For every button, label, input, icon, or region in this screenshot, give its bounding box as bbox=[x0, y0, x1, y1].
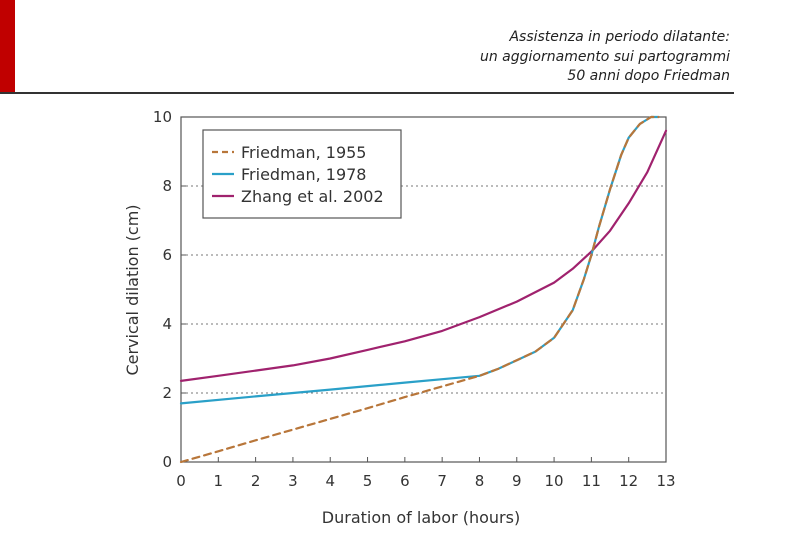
header-divider bbox=[0, 92, 734, 94]
plot-frame bbox=[180, 116, 667, 463]
legend-label-friedman-1955: Friedman, 1955 bbox=[241, 143, 366, 162]
y-tick-label-2: 2 bbox=[162, 384, 172, 402]
accent-bar bbox=[0, 0, 15, 93]
x-tick-label-3: 3 bbox=[288, 472, 298, 490]
y-tick-label-6: 6 bbox=[162, 246, 172, 264]
series-line-friedman-1955 bbox=[179, 115, 660, 464]
y-tick-label-4: 4 bbox=[162, 315, 172, 333]
legend-box bbox=[202, 129, 402, 219]
slide-title-line-3: 50 anni dopo Friedman bbox=[567, 68, 730, 84]
slide-title-line-2: un aggiornamento sui partogrammi bbox=[479, 48, 730, 65]
slide-title-line-1: Assistenza in periodo dilatante: bbox=[509, 29, 730, 45]
legend: Friedman, 1955 Friedman, 1978 Zhang et a… bbox=[202, 129, 402, 219]
x-tick-label-0: 0 bbox=[176, 472, 186, 490]
x-tick-label-6: 6 bbox=[400, 472, 410, 490]
y-axis-ticks: 0 2 4 6 8 10 bbox=[153, 108, 186, 471]
y-tick-label-10: 10 bbox=[153, 108, 172, 126]
x-tick-label-5: 5 bbox=[363, 472, 373, 490]
series-line-zhang-et-al-2002 bbox=[179, 129, 668, 382]
x-tick-label-13: 13 bbox=[656, 472, 675, 490]
x-tick-label-1: 1 bbox=[214, 472, 224, 490]
x-axis-label: Duration of labor (hours) bbox=[322, 508, 520, 527]
series-line-friedman-1978 bbox=[179, 115, 660, 405]
y-tick-label-0: 0 bbox=[162, 453, 172, 471]
y-axis-label: Cervical dilation (cm) bbox=[123, 204, 142, 375]
x-axis-ticks: 0 1 2 3 4 5 6 7 8 9 10 11 12 13 bbox=[176, 457, 676, 490]
x-tick-label-7: 7 bbox=[437, 472, 447, 490]
legend-label-zhang-2002: Zhang et al. 2002 bbox=[241, 187, 384, 206]
x-tick-label-12: 12 bbox=[619, 472, 638, 490]
x-tick-label-8: 8 bbox=[475, 472, 485, 490]
x-tick-label-11: 11 bbox=[582, 472, 601, 490]
y-tick-label-8: 8 bbox=[162, 177, 172, 195]
legend-label-friedman-1978: Friedman, 1978 bbox=[241, 165, 366, 184]
x-tick-label-2: 2 bbox=[251, 472, 261, 490]
x-tick-label-9: 9 bbox=[512, 472, 522, 490]
series-lines bbox=[179, 115, 668, 464]
x-tick-label-4: 4 bbox=[325, 472, 335, 490]
slide-title: Assistenza in periodo dilatante: un aggi… bbox=[480, 28, 730, 87]
x-tick-label-10: 10 bbox=[545, 472, 564, 490]
